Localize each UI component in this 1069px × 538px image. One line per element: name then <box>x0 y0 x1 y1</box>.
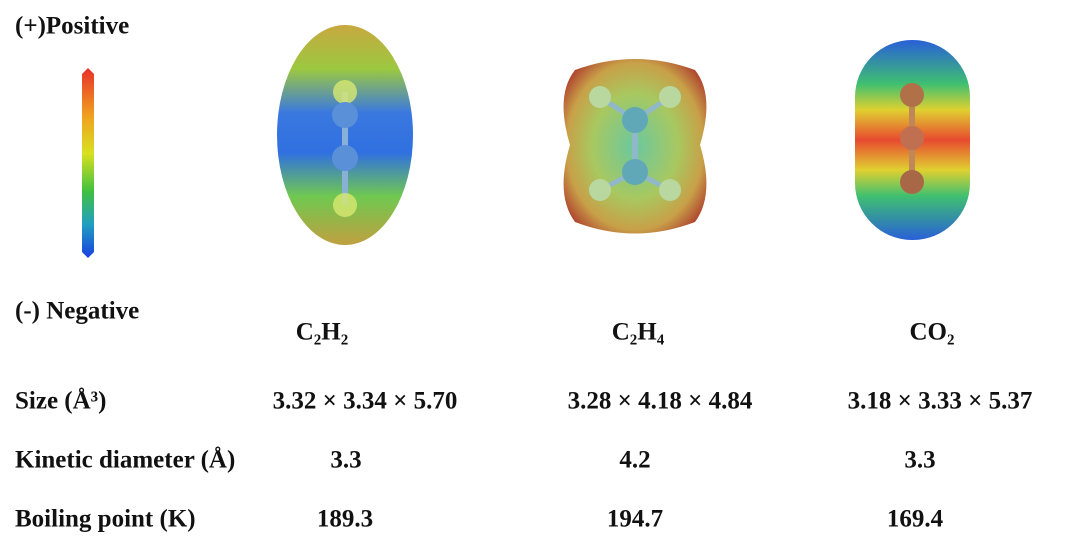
c2h2-map <box>277 25 413 245</box>
cell: 3.3 <box>904 447 935 474</box>
molecule-name: C₂H₄ <box>612 319 665 346</box>
cell: 3.32 × 3.34 × 5.70 <box>273 388 458 415</box>
legend-bottom: (-) Negative <box>15 298 139 325</box>
row-label: Boiling point (K) <box>15 506 196 533</box>
cell: 169.4 <box>887 506 944 533</box>
cell: 3.3 <box>330 447 361 474</box>
co2-map <box>855 40 970 240</box>
legend-top: (+)Positive <box>15 13 129 40</box>
row-label: Kinetic diameter (Å) <box>15 446 235 474</box>
cell: 194.7 <box>607 506 663 533</box>
figure: (+)Positive (-) Negative C₂H₂ C₂H₄ CO₂ S… <box>0 0 1069 538</box>
row-label: Size (Å³) <box>15 387 107 415</box>
cell: 3.18 × 3.33 × 5.37 <box>848 388 1033 415</box>
cell: 3.28 × 4.18 × 4.84 <box>568 388 753 415</box>
molecule-name: C₂H₂ <box>296 319 349 346</box>
c2h4-map <box>564 59 707 234</box>
cell: 4.2 <box>619 447 650 474</box>
color-bar <box>82 68 94 258</box>
molecule-name: CO₂ <box>910 319 955 346</box>
cell: 189.3 <box>317 506 373 533</box>
